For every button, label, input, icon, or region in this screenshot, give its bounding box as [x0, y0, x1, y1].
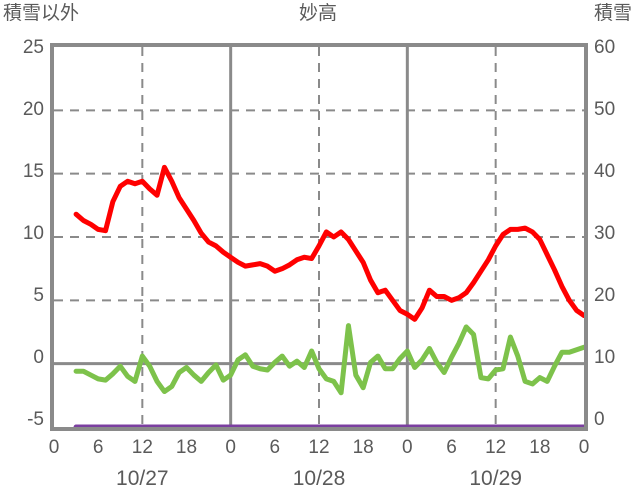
x-tick-label: 6: [446, 437, 457, 458]
x-day-label: 10/28: [292, 467, 346, 490]
left-tick-label: -5: [27, 409, 44, 430]
x-tick-label: 12: [308, 437, 330, 458]
x-tick-label: 0: [48, 437, 60, 458]
right-tick-label: 0: [594, 409, 605, 430]
x-day-label: 10/27: [116, 467, 169, 490]
x-tick-label: 0: [402, 437, 413, 458]
x-tick-label: 0: [578, 437, 590, 458]
right-tick-label: 20: [594, 285, 616, 306]
right-axis-tick-labels: 60 50 40 30 20 10 0: [594, 38, 636, 431]
left-tick-label: 25: [22, 37, 44, 58]
x-tick-label: 12: [131, 437, 153, 458]
plot-inner: [54, 47, 584, 427]
x-tick-label: 18: [352, 437, 374, 458]
x-tick-label: 18: [175, 437, 198, 458]
left-axis-title: 積雪以外: [3, 3, 80, 24]
right-tick-label: 10: [594, 347, 616, 368]
left-tick-label: 15: [22, 161, 44, 182]
left-tick-label: 10: [22, 223, 44, 244]
x-tick-label: 12: [485, 437, 507, 458]
x-day-label: 10/29: [469, 467, 522, 490]
left-tick-label: 0: [33, 347, 44, 368]
left-axis-tick-labels: 25 20 15 10 5 0 -5: [0, 38, 44, 431]
plot-area: [50, 43, 588, 431]
x-tick-label: 6: [269, 437, 281, 458]
right-axis-title: 積雪: [593, 3, 632, 24]
left-tick-label: 5: [33, 285, 44, 306]
x-tick-label: 6: [92, 437, 104, 458]
right-tick-label: 30: [594, 223, 616, 244]
x-tick-label: 0: [225, 437, 236, 458]
chart-title: 妙高: [298, 3, 337, 24]
x-axis-day-labels: 10/27 10/28 10/29: [50, 468, 588, 496]
series-line: [73, 323, 584, 396]
x-tick-label: 18: [529, 437, 551, 458]
right-tick-label: 40: [594, 161, 616, 182]
right-tick-label: 50: [594, 99, 616, 120]
series-line: [73, 164, 584, 322]
plot-svg: [54, 47, 584, 427]
right-tick-label: 60: [594, 37, 616, 58]
x-axis-tick-labels: 0 6 12 18 0 6 12 18 0 6 12 18 0: [48, 437, 590, 464]
left-tick-label: 20: [22, 99, 44, 120]
